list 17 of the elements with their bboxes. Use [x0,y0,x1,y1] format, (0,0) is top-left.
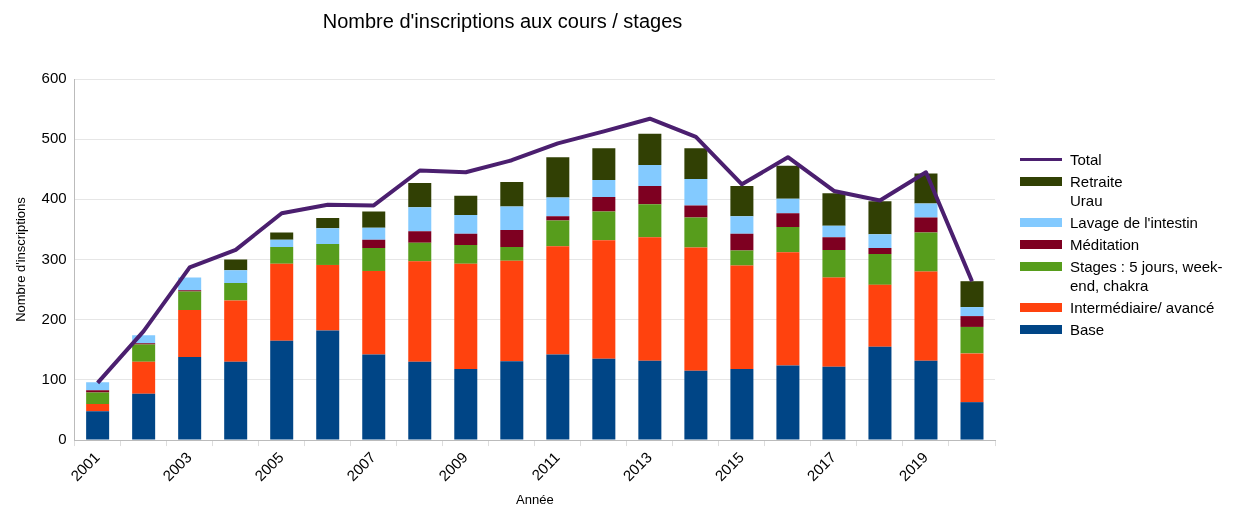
legend-label: Lavage de l'intestin [1070,213,1199,232]
legend-label: Total [1070,150,1103,169]
y-tick-label: 400 [41,189,67,207]
legend-label: Base [1070,320,1106,339]
chart-title: Nombre d'inscriptions aux cours / stages [322,9,683,32]
y-tick-label: 200 [41,309,67,327]
legend-label: Retraite Urau [1070,172,1124,210]
legend-label: Intermédiaire/ avancé [1070,298,1216,317]
y-tick-label: 300 [41,249,67,267]
legend-label: Méditation [1070,235,1141,254]
legend-label: Stages : 5 jours, week-end, chakra [1070,257,1224,295]
x-axis-title: Année [516,491,554,507]
y-tick-label: 600 [41,69,67,87]
y-tick-label: 100 [41,370,67,388]
y-axis-title: Nombre d'inscriptions [13,196,29,322]
y-tick-label: 500 [41,129,67,147]
y-tick-label: 0 [58,430,67,448]
